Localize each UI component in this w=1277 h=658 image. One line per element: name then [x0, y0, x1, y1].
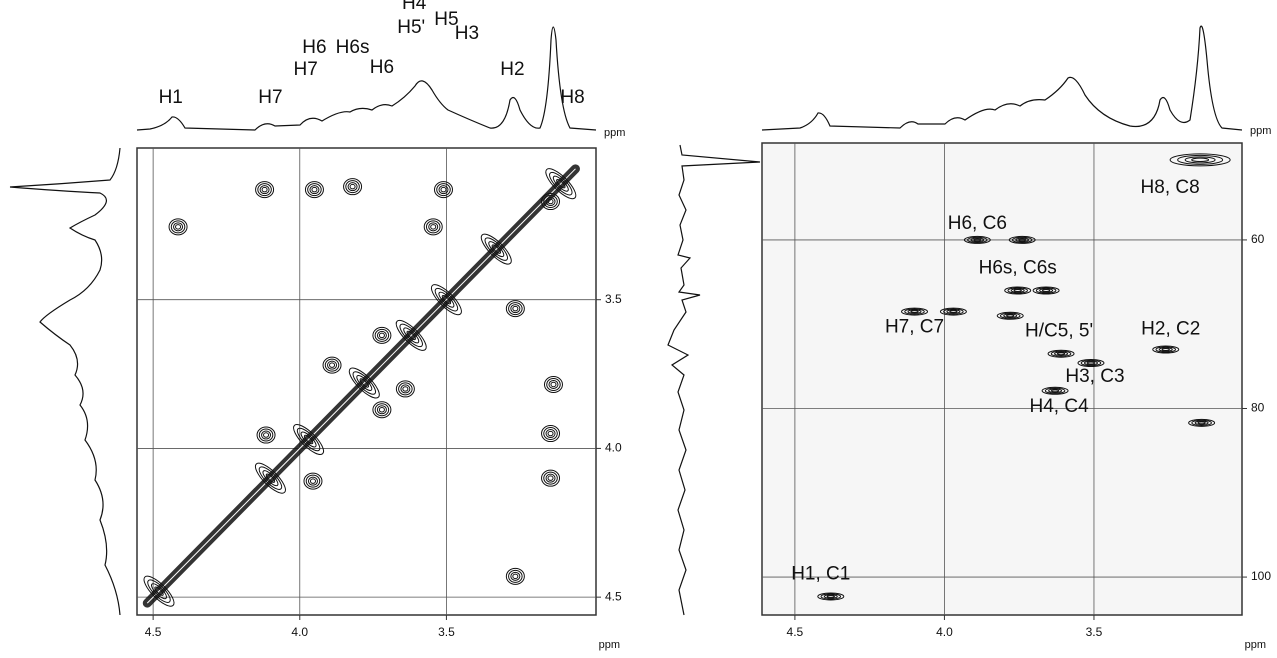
peak-label: H6	[302, 37, 326, 58]
peak-label: H3, C3	[1065, 366, 1124, 387]
peak-label: H6s	[336, 37, 370, 58]
peak-label: H6	[370, 57, 394, 78]
x-axis-label: ppm	[599, 639, 620, 651]
peak-label: H1, C1	[791, 563, 850, 584]
y-tick-label: 4.0	[605, 441, 622, 455]
peak-label: H4, C4	[1030, 396, 1090, 417]
y-tick-label: 100	[1251, 569, 1271, 583]
y-tick-label: 4.5	[605, 589, 622, 603]
x-tick-label: 4.5	[787, 625, 804, 639]
top-trace-right	[762, 26, 1242, 130]
peak-label: H7, C7	[885, 317, 944, 338]
peak-label: H5'	[397, 17, 425, 38]
x-tick-label: 4.0	[936, 625, 953, 639]
peak-label: H1	[159, 87, 183, 108]
peak-label: H7	[258, 87, 282, 108]
peak-label: H/C5, 5'	[1025, 321, 1093, 342]
trace-unit: ppm	[1250, 125, 1271, 137]
x-tick-label: 4.5	[145, 625, 162, 639]
y-tick-label: 80	[1251, 401, 1265, 415]
peak-label: H6, C6	[948, 213, 1007, 234]
peak-label: H6s, C6s	[979, 258, 1057, 279]
x-tick-label: 3.5	[438, 625, 455, 639]
peak-label: H8	[560, 87, 584, 108]
peak-label: H7	[293, 59, 317, 80]
peak-label: H2	[500, 59, 524, 80]
x-tick-label: 4.0	[291, 625, 308, 639]
peak-label: H2, C2	[1141, 319, 1200, 340]
peak-label: H8, C8	[1141, 177, 1200, 198]
y-tick-label: 60	[1251, 232, 1265, 246]
peak-label: H3	[455, 23, 479, 44]
x-tick-label: 3.5	[1086, 625, 1103, 639]
y-tick-label: 3.5	[605, 292, 622, 306]
x-axis-label: ppm	[1245, 639, 1266, 651]
trace-unit: ppm	[604, 127, 625, 139]
peak-label: H4	[402, 0, 427, 14]
side-trace-left	[10, 148, 120, 615]
figure: 4.54.03.53.54.04.5ppmppmH1H7H7H6H6sH6H5'…	[0, 0, 1277, 653]
side-trace-middle	[668, 145, 760, 615]
